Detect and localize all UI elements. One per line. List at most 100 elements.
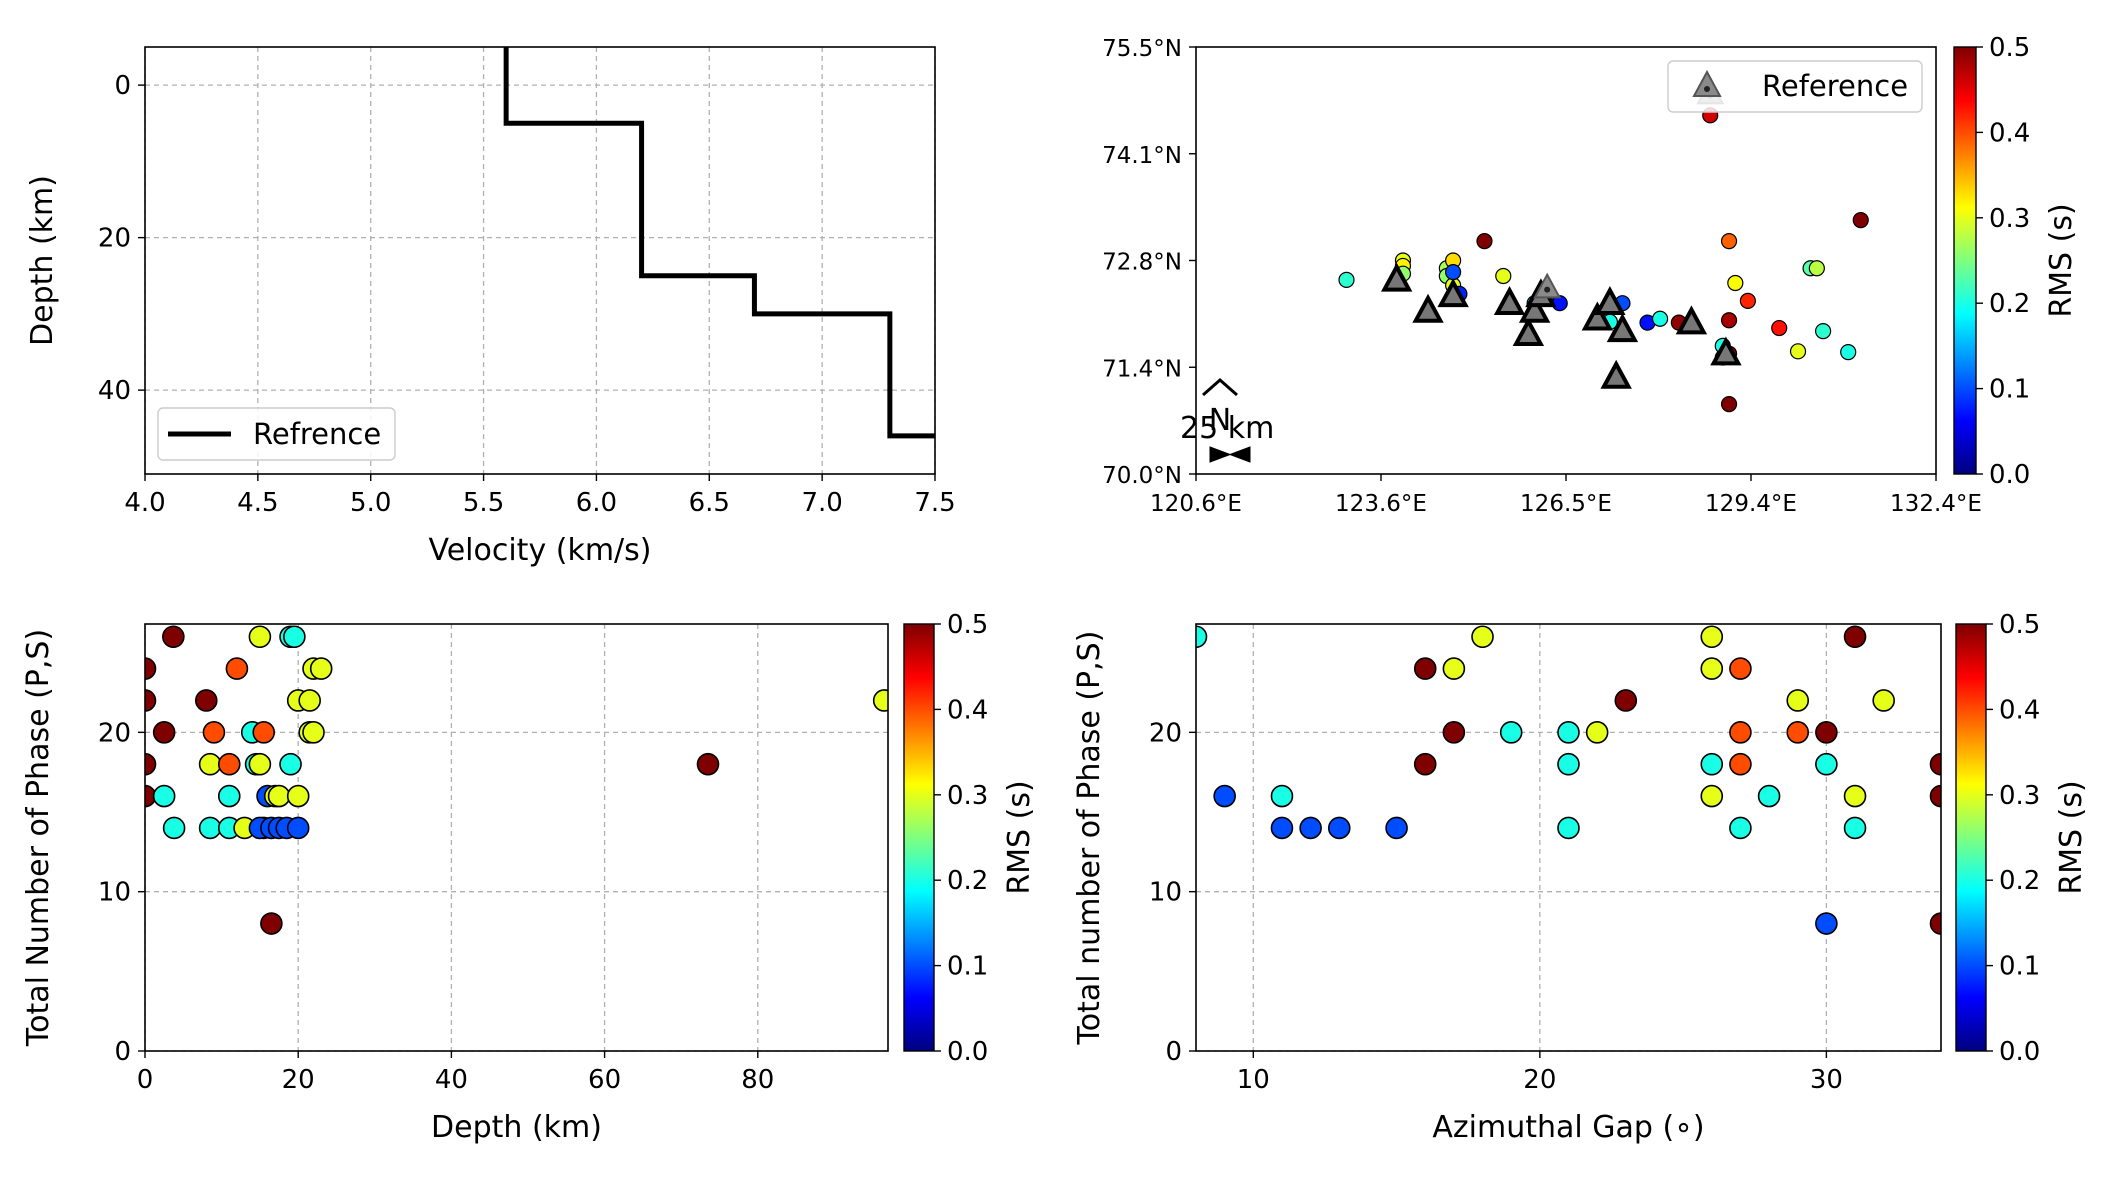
scatter-point [1557,816,1580,840]
y-tick-label: 10 [1149,878,1182,908]
x-tick-label: 126.5°E [1520,491,1612,517]
x-tick-label: 7.5 [914,488,955,518]
event-marker [1720,396,1738,413]
station-triangle [1675,305,1708,335]
y-tick-label: 40 [98,376,131,406]
colorbar-label: RMS (s) [2044,203,2079,317]
scatter-point [162,625,185,649]
scatter-point [286,784,310,808]
station-triangle [1437,278,1469,308]
scatter-point [225,657,249,680]
scatter-point [1196,625,1208,649]
station-triangle [1606,313,1639,343]
y-tick-label: 10 [98,878,131,908]
colorbar-tick-label: 0.2 [1999,866,2040,896]
colorbar-gradient [1953,46,1977,475]
scatter-point [696,752,720,776]
station-triangle [1493,286,1526,315]
scatter-point [1729,721,1752,744]
scatter-point [260,912,283,935]
scatter-point [1270,816,1294,840]
scatter-point [1471,625,1494,649]
scatter-point [286,816,310,840]
x-tick-label: 5.0 [350,488,391,518]
scatter-point [1757,784,1781,808]
legend-reference-marker [1692,69,1722,97]
legend-label: Reference [1762,69,1908,103]
colorbar-tick-label: 0.4 [1999,695,2040,725]
scatter-point [872,689,888,712]
velocity-step-line [503,47,935,439]
y-axis-label: Depth (km) [25,175,60,346]
scatter-point [1557,752,1580,776]
event-marker [1651,310,1669,327]
velocity-profile-panel: 4.0 4.5 5.0 5.5 6.0 6.5 7.0 7.5 0 20 40 Velocity (k… [25,46,956,568]
x-tick-label: 40 [435,1065,468,1095]
station-triangle [1710,336,1742,366]
scatter-point [1786,721,1810,744]
colorbar-tick-label: 0.4 [1989,118,2030,148]
x-axis-label: Azimuthal Gap (∘) [1432,1110,1704,1145]
scatter-point [152,721,176,744]
scatter-point [145,752,157,776]
y-tick-label: 0 [1165,1037,1182,1067]
y-axis-label: Total number of Phase (P,S) [1072,631,1107,1046]
colorbar-tick-label: 0.5 [1999,610,2040,640]
plot-frame [144,623,889,1052]
colorbar-tick-label: 0.5 [947,610,988,640]
event-marker [1720,312,1738,329]
scatter-point [1700,657,1724,680]
scatter-point [1786,689,1810,712]
scatter-point [1815,912,1838,935]
scatter-point [248,752,272,776]
x-tick-label: 6.5 [689,488,730,518]
y-tick-label: 70.0°N [1102,463,1182,489]
event-marker [1739,292,1756,309]
scatter-point [217,752,241,776]
event-marker [1852,212,1869,229]
legend-reference-dot [1704,86,1710,92]
y-tick-label: 20 [1149,718,1182,748]
station-triangle [1518,293,1551,323]
x-tick-label: 7.0 [801,488,842,518]
x-tick-label: 20 [1523,1065,1556,1095]
event-marker [1476,232,1493,250]
x-tick-label: 30 [1810,1065,1843,1095]
epicenter-map-panel: 120.6°E 123.6°E 126.5°E 129.4°E 132.4°E 70.0°… [1102,36,1982,517]
scatter-point [1327,816,1351,840]
scatter-point [267,784,291,808]
reference-station-marker [1533,272,1562,299]
colorbar-tick-label: 0.1 [947,952,988,982]
station-triangle [1380,262,1413,292]
y-tick-label: 0 [114,71,131,101]
y-tick-label: 20 [98,718,131,748]
scatter-point [1729,657,1752,680]
x-tick-label: 10 [1237,1065,1270,1095]
scatter-point [1442,657,1466,680]
event-marker [1727,274,1744,292]
scatter-point [194,689,218,712]
scatter-point [1729,752,1752,776]
scatter-point [1843,625,1867,649]
colorbar-gradient [1955,623,1987,1052]
station-triangle [1581,301,1614,331]
event-marker [1771,319,1788,337]
y-tick-label: 75.5°N [1102,36,1182,62]
x-axis-label: Velocity (km/s) [429,533,652,568]
colorbar-tick-label: 0.2 [947,866,988,896]
plot-frame [1195,623,1942,1052]
north-arrow: N [1202,377,1238,438]
x-tick-label: 123.6°E [1335,491,1427,517]
station-triangle [1512,317,1545,347]
scatter-point [298,689,321,712]
scatter-point [1270,784,1294,808]
scatter-point [1929,912,1941,935]
station-triangle [1412,293,1444,323]
scatter-point [1413,657,1437,680]
scatter-point [152,784,176,808]
event-marker [1815,323,1832,340]
colorbar-gap: 0.0 0.1 0.2 0.3 0.4 0.5 RMS (s) [1955,610,2089,1067]
scatter-point [1815,721,1838,744]
colorbar-tick-label: 0.1 [1989,375,2030,405]
